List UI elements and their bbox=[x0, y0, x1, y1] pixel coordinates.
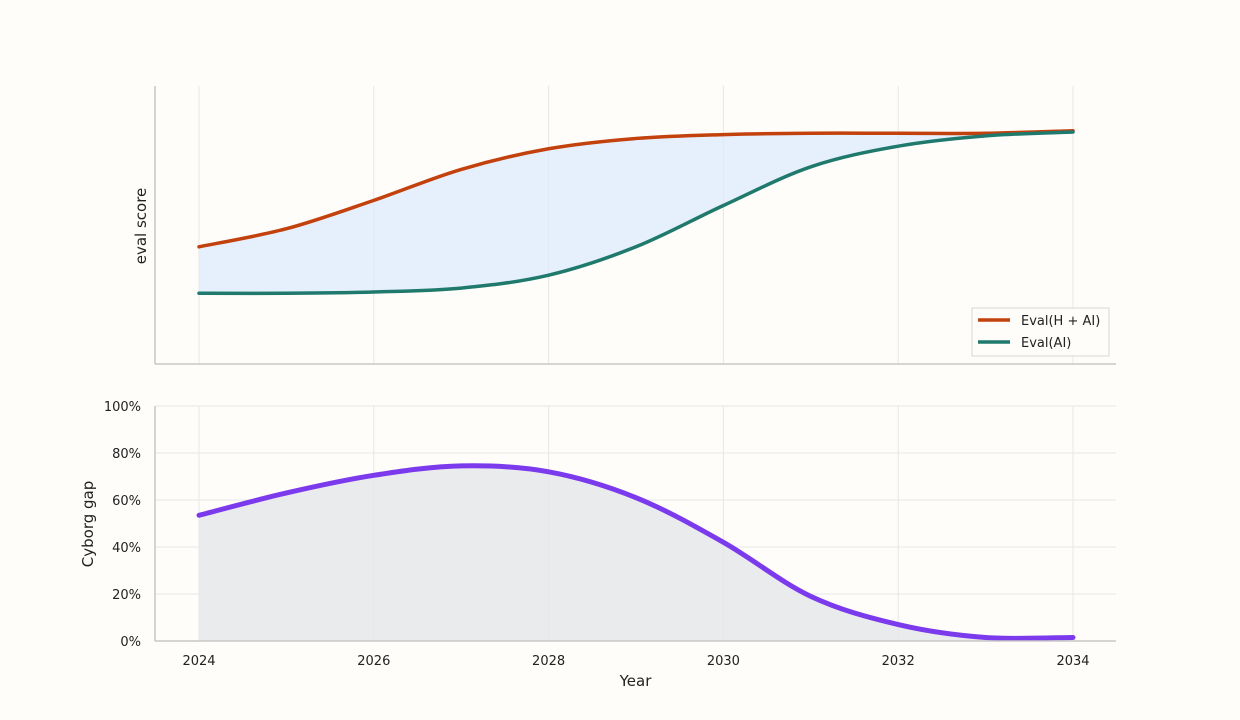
bottom-x-axis-label: Year bbox=[619, 672, 653, 690]
cyborg-gap-area bbox=[199, 465, 1073, 641]
eval-h-ai-line bbox=[197, 128, 1075, 249]
bottom-x-tick-label: 2030 bbox=[707, 654, 740, 669]
bottom-y-tick-label: 20% bbox=[112, 588, 141, 603]
top-series bbox=[197, 128, 1075, 296]
bottom-x-tick-label: 2026 bbox=[357, 654, 390, 669]
bottom-y-axis-label: Cyborg gap bbox=[79, 481, 97, 567]
legend-label-eval-h-ai: Eval(H + AI) bbox=[1021, 314, 1100, 329]
top-area bbox=[199, 130, 1073, 294]
cyborg-gap-line bbox=[196, 463, 1076, 641]
top-y-axis-label: eval score bbox=[132, 188, 150, 265]
bottom-y-ticks: 0% 20% 40% 60% 80% 100% bbox=[104, 400, 141, 650]
bottom-x-tick-label: 2032 bbox=[882, 654, 915, 669]
bottom-y-tick-label: 40% bbox=[112, 541, 141, 556]
bottom-y-tick-label: 80% bbox=[112, 447, 141, 462]
bottom-x-tick-label: 2034 bbox=[1056, 654, 1089, 669]
bottom-series bbox=[196, 463, 1076, 641]
legend-box bbox=[971, 307, 1110, 357]
eval-ai-line bbox=[197, 130, 1075, 296]
bottom-x-ticks: 2024 2026 2028 2030 2032 2034 bbox=[182, 654, 1089, 669]
bottom-y-tick-label: 100% bbox=[104, 400, 141, 415]
bottom-x-tick-label: 2024 bbox=[182, 654, 215, 669]
eval-gap-fill bbox=[199, 130, 1073, 294]
legend: Eval(H + AI) Eval(AI) bbox=[971, 307, 1110, 357]
legend-label-eval-ai: Eval(AI) bbox=[1021, 336, 1071, 351]
bottom-area bbox=[199, 465, 1073, 641]
bottom-x-tick-label: 2028 bbox=[532, 654, 565, 669]
bottom-y-tick-label: 0% bbox=[120, 635, 141, 650]
bottom-y-tick-label: 60% bbox=[112, 494, 141, 509]
